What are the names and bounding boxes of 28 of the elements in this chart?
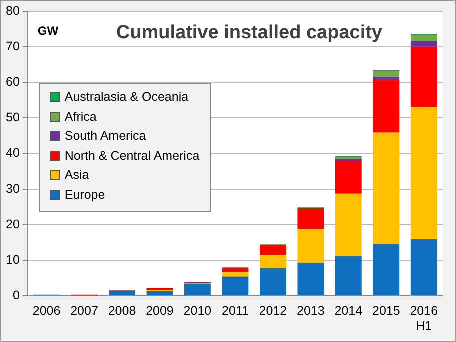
x-tick-label: 2013	[297, 304, 325, 318]
x-tick-label: 2007	[70, 304, 98, 318]
y-tick-label: 80	[6, 4, 20, 18]
legend-label: Africa	[64, 110, 97, 124]
x-tick-label: 2016 H1	[410, 304, 438, 333]
x-tick-label: 2012	[259, 304, 288, 318]
y-tick-label: 30	[6, 182, 20, 196]
text: Cumulative installed capacity	[116, 22, 383, 44]
legend-label: South America	[64, 129, 146, 144]
x-tick-label: 2011	[222, 304, 249, 318]
x-tick-label: 2015	[372, 304, 400, 318]
x-tick-label: 2008	[108, 304, 136, 318]
x-tick-label: 2006	[32, 304, 61, 318]
legend-label: Asia	[64, 168, 90, 182]
y-axis-title: GW	[38, 24, 60, 38]
legend-label: North & Central America	[64, 148, 200, 163]
y-tick-label: 0	[12, 288, 20, 302]
x-tick-label: 2014	[334, 304, 363, 318]
y-tick-label: 10	[6, 252, 20, 267]
y-tick-label: 20	[6, 217, 20, 232]
legend-label: Australasia & Oceania	[64, 90, 189, 104]
x-tick-label: 2010	[184, 304, 212, 318]
x-tick-label: 2009	[146, 304, 174, 318]
y-tick-label: 60	[6, 75, 20, 90]
y-tick-label: 50	[6, 110, 20, 125]
y-tick-label: 70	[6, 40, 20, 54]
y-tick-label: 40	[6, 146, 20, 160]
legend-label: Europe	[64, 188, 106, 202]
